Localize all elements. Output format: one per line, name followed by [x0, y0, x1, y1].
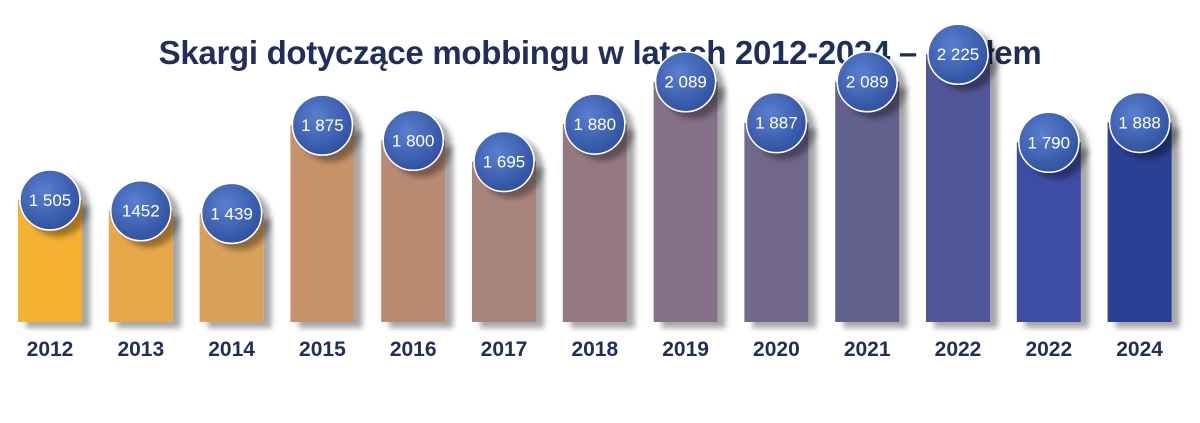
data-label-2: 1 439 — [210, 204, 253, 223]
x-tick-label-7: 2019 — [662, 338, 709, 361]
x-tick-label-3: 2015 — [299, 338, 346, 361]
value-bubble-5 — [473, 130, 535, 193]
data-label-9: 2 089 — [846, 73, 889, 92]
x-tick-label-6: 2018 — [571, 338, 618, 361]
value-bubble-3 — [291, 94, 354, 156]
x-tick-label-1: 2013 — [117, 338, 164, 361]
value-bubble-11 — [1018, 111, 1080, 174]
value-bubble-1 — [110, 179, 172, 242]
value-bubble-7 — [654, 50, 717, 113]
value-bubble-9 — [836, 50, 898, 113]
data-label-4: 1 800 — [392, 131, 435, 150]
data-label-10: 2 225 — [937, 45, 980, 64]
value-bubble-2 — [200, 182, 263, 245]
x-tick-label-9: 2021 — [844, 338, 891, 361]
x-tick-label-8: 2020 — [753, 338, 800, 361]
chart-title: Skargi dotyczące mobbingu w latach 2012-… — [158, 34, 1042, 71]
value-bubble-0 — [19, 169, 81, 231]
x-tick-label-2: 2014 — [208, 338, 255, 361]
value-bubble-10 — [927, 23, 989, 85]
data-label-8: 1 887 — [755, 114, 798, 133]
x-tick-label-10: 2022 — [935, 338, 982, 361]
data-label-11: 1 790 — [1028, 133, 1071, 152]
data-label-6: 1 880 — [574, 115, 617, 134]
data-label-0: 1 505 — [29, 191, 72, 210]
value-bubble-12 — [1108, 91, 1171, 154]
bar-12 — [1107, 122, 1172, 322]
data-label-7: 2 089 — [664, 73, 707, 92]
bar-10 — [926, 54, 990, 322]
value-bubble-8 — [745, 91, 808, 154]
bar-9 — [835, 81, 900, 323]
bar-7 — [653, 81, 718, 323]
data-label-3: 1 875 — [301, 116, 344, 135]
value-bubble-4 — [382, 109, 444, 172]
x-tick-label-12: 2024 — [1116, 338, 1163, 361]
data-label-1: 1452 — [122, 202, 160, 221]
value-bubble-6 — [564, 93, 626, 155]
data-label-12: 1 888 — [1118, 113, 1161, 132]
x-tick-label-4: 2016 — [390, 338, 437, 361]
data-label-5: 1 695 — [483, 153, 526, 172]
bar-3 — [290, 125, 355, 322]
x-tick-label-11: 2022 — [1025, 338, 1072, 361]
bar-6 — [562, 124, 627, 322]
x-tick-label-5: 2017 — [481, 338, 528, 361]
x-tick-label-0: 2012 — [27, 338, 74, 361]
bar-8 — [744, 122, 809, 323]
